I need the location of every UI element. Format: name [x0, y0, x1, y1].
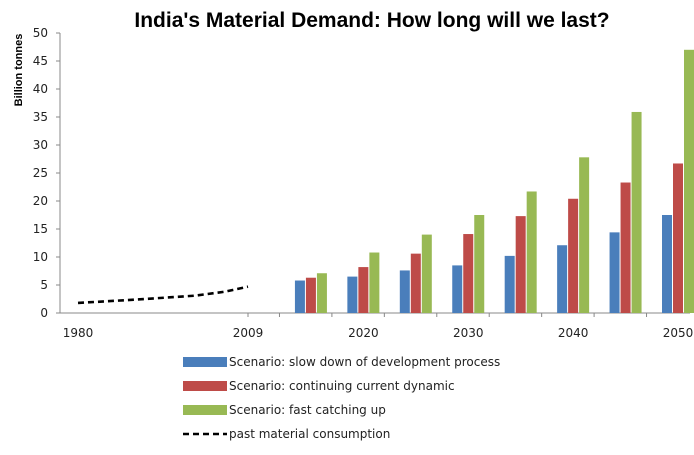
bar: [609, 232, 620, 313]
legend-label: Scenario: fast catching up: [229, 403, 386, 417]
bar: [369, 252, 380, 313]
bar: [399, 270, 410, 313]
y-tick-label: 10: [33, 250, 48, 264]
y-tick-label: 0: [40, 306, 48, 320]
past-consumption-line: [77, 285, 249, 305]
bar: [620, 182, 631, 313]
x-tick-label: 1980: [63, 326, 94, 340]
bar: [526, 191, 537, 313]
bar: [358, 267, 369, 313]
bar: [684, 49, 694, 314]
x-tick-label: 2009: [233, 326, 264, 340]
line-layer: [77, 285, 249, 305]
legend-swatch: [183, 381, 227, 391]
bar: [579, 157, 590, 313]
legend-label: past material consumption: [229, 427, 390, 441]
bar: [515, 216, 526, 313]
chart-title: India's Material Demand: How long will w…: [134, 9, 609, 32]
bar: [316, 273, 327, 313]
y-tick-label: 30: [33, 138, 48, 152]
bar: [557, 245, 568, 313]
legend-label: Scenario: slow down of development proce…: [229, 355, 500, 369]
bar: [504, 255, 515, 313]
y-tick-label: 20: [33, 194, 48, 208]
legend-swatch: [183, 405, 227, 415]
legend-label: Scenario: continuing current dynamic: [229, 379, 455, 393]
bar: [305, 277, 316, 313]
x-tick-label: 2020: [348, 326, 379, 340]
y-tick-label: 15: [33, 222, 48, 236]
bar: [662, 215, 672, 313]
bars: [294, 49, 694, 314]
bar: [347, 276, 358, 313]
bar: [631, 111, 642, 314]
bar: [463, 234, 474, 313]
bar: [452, 265, 463, 313]
y-tick-label: 45: [33, 54, 48, 68]
legend-swatch: [183, 357, 227, 367]
legend: Scenario: slow down of development proce…: [183, 355, 500, 441]
y-tick-label: 35: [33, 110, 48, 124]
bar: [673, 163, 683, 313]
x-tick-label: 2050: [663, 326, 694, 340]
bar: [568, 198, 579, 313]
x-tick-label: 2040: [558, 326, 589, 340]
axes: 0 5 10 15 20 25 30 35 40 45 50 1980 2009 2020 2030 2040…: [33, 26, 694, 340]
y-axis-label: Billion tonnes: [13, 34, 25, 107]
y-tick-label: 5: [40, 278, 48, 292]
y-tick-label: 40: [33, 82, 48, 96]
y-tick-label: 25: [33, 166, 48, 180]
bar: [421, 234, 432, 313]
x-tick-label: 2030: [453, 326, 484, 340]
y-tick-label: 50: [33, 26, 48, 40]
bar: [410, 253, 421, 313]
bar: [294, 280, 305, 313]
bar: [474, 215, 485, 313]
